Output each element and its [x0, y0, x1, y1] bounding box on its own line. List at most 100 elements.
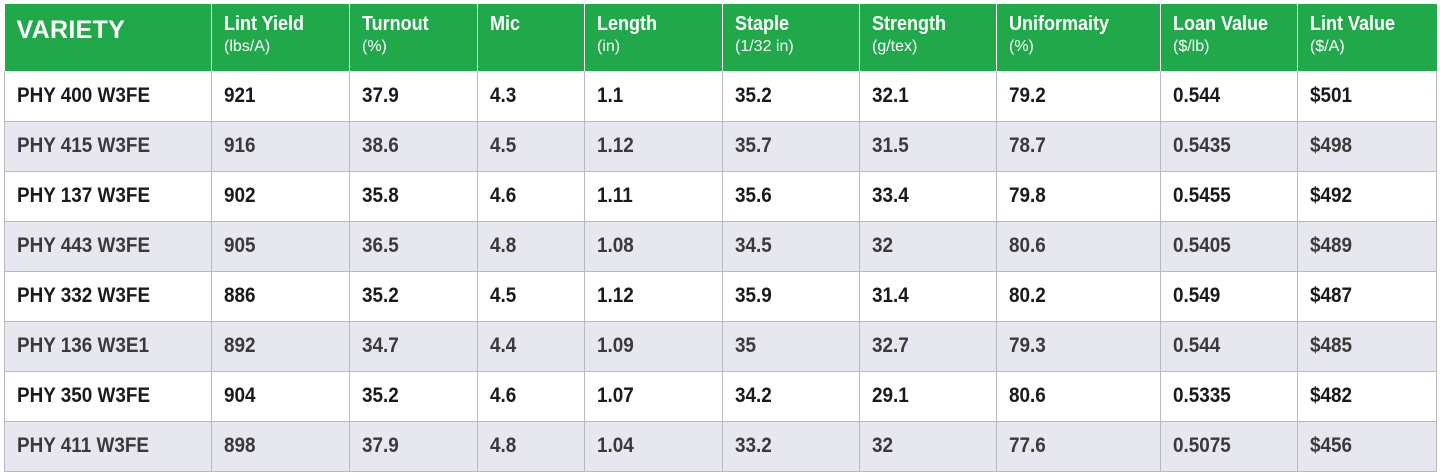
- cell-turnout: 35.8: [349, 171, 478, 222]
- table-row: PHY 443 W3FE 905 36.5 4.8 1.08 34.5 32 8…: [4, 221, 1437, 272]
- cell-text: 79.2: [1009, 83, 1046, 107]
- cell-text: 0.544: [1173, 334, 1221, 357]
- cell-text: 35.8: [362, 184, 399, 207]
- cell-text: 29.1: [872, 384, 909, 407]
- cell-length: 1.12: [584, 121, 723, 172]
- column-header-title: Strength: [872, 13, 946, 35]
- cell-uniformity: 79.3: [996, 321, 1161, 372]
- cell-length: 1.11: [584, 171, 723, 222]
- cell-lint-yield: 892: [211, 321, 350, 372]
- cell-lint-yield: 886: [211, 271, 350, 322]
- column-header-turnout: Turnout (%): [349, 4, 478, 71]
- cell-text: PHY 411 W3FE: [17, 434, 150, 457]
- cell-lint-value: $482: [1297, 371, 1437, 422]
- cell-text: 80.6: [1009, 384, 1046, 407]
- cell-text: $498: [1310, 134, 1353, 157]
- cell-text: 1.07: [597, 384, 634, 407]
- cell-mic: 4.5: [477, 271, 585, 322]
- cell-text: 78.7: [1009, 134, 1046, 157]
- cell-text: 32: [872, 234, 894, 257]
- cell-staple: 34.2: [722, 371, 860, 422]
- cell-text: 34.5: [735, 234, 772, 257]
- cell-text: 0.5075: [1173, 434, 1231, 457]
- table-row: PHY 415 W3FE 916 38.6 4.5 1.12 35.7 31.5…: [4, 121, 1437, 172]
- cell-staple: 35.9: [722, 271, 860, 322]
- cell-loan-value: 0.5075: [1160, 421, 1298, 472]
- column-header-lint-yield: Lint Yield (lbs/A): [211, 4, 350, 71]
- cell-loan-value: 0.544: [1160, 321, 1298, 372]
- column-header-title: VARIETY: [16, 16, 126, 44]
- cell-variety: PHY 136 W3E1: [4, 321, 212, 372]
- cell-text: $492: [1310, 184, 1353, 207]
- cell-text: PHY 137 W3FE: [17, 184, 151, 207]
- cell-staple: 35.2: [722, 71, 860, 122]
- cell-text: 80.2: [1009, 284, 1046, 307]
- cell-text: 1.11: [597, 184, 633, 207]
- cell-staple: 34.5: [722, 221, 860, 272]
- table-row: PHY 400 W3FE 921 37.9 4.3 1.1 35.2 32.1 …: [4, 71, 1437, 122]
- cell-lint-yield: 904: [211, 371, 350, 422]
- cell-mic: 4.6: [477, 371, 585, 422]
- cell-variety: PHY 332 W3FE: [4, 271, 212, 322]
- cell-variety: PHY 137 W3FE: [4, 171, 212, 222]
- cell-strength: 32.1: [859, 71, 997, 122]
- cell-text: 34.7: [362, 334, 399, 357]
- cell-text: 0.544: [1173, 83, 1221, 107]
- cell-text: 37.9: [362, 83, 399, 107]
- cell-text: 0.5455: [1173, 184, 1231, 207]
- cell-text: 4.5: [490, 134, 517, 157]
- cell-text: $489: [1310, 234, 1353, 257]
- cell-text: $456: [1310, 434, 1353, 457]
- cell-length: 1.08: [584, 221, 723, 272]
- cell-uniformity: 80.2: [996, 271, 1161, 322]
- cell-uniformity: 77.6: [996, 421, 1161, 472]
- cell-text: $487: [1310, 284, 1353, 307]
- cell-text: 79.3: [1009, 334, 1046, 357]
- cell-text: PHY 415 W3FE: [17, 134, 151, 157]
- cell-variety: PHY 400 W3FE: [4, 71, 212, 122]
- cell-text: 4.3: [490, 83, 517, 107]
- cell-text: 38.6: [362, 134, 399, 157]
- cell-text: 35: [735, 334, 757, 357]
- cell-variety: PHY 415 W3FE: [4, 121, 212, 172]
- cell-turnout: 34.7: [349, 321, 478, 372]
- cell-uniformity: 79.8: [996, 171, 1161, 222]
- cell-text: 0.5405: [1173, 234, 1231, 257]
- cell-text: PHY 443 W3FE: [17, 234, 151, 257]
- cell-text: 1.12: [597, 134, 634, 157]
- column-header-title: Staple: [735, 13, 790, 35]
- column-header-title: Mic: [490, 13, 521, 35]
- cell-lint-value: $489: [1297, 221, 1437, 272]
- cell-text: 904: [224, 384, 256, 407]
- cell-text: 1.04: [597, 434, 634, 457]
- cell-loan-value: 0.5405: [1160, 221, 1298, 272]
- cell-text: 1.08: [597, 234, 634, 257]
- cell-text: 32.7: [872, 334, 909, 357]
- cell-variety: PHY 443 W3FE: [4, 221, 212, 272]
- cell-text: 4.4: [490, 334, 517, 357]
- column-header-staple: Staple (1/32 in): [722, 4, 860, 71]
- cell-turnout: 36.5: [349, 221, 478, 272]
- cell-turnout: 35.2: [349, 271, 478, 322]
- cell-text: 921: [224, 83, 256, 107]
- cell-lint-yield: 905: [211, 221, 350, 272]
- cell-strength: 32: [859, 221, 997, 272]
- cell-text: 35.7: [735, 134, 772, 157]
- cell-text: 4.6: [490, 384, 517, 407]
- cell-text: 892: [224, 334, 256, 357]
- column-header-unit: (%): [362, 38, 387, 55]
- cell-text: 898: [224, 434, 256, 457]
- cell-lint-value: $498: [1297, 121, 1437, 172]
- cell-lint-yield: 898: [211, 421, 350, 472]
- cell-strength: 29.1: [859, 371, 997, 422]
- cell-lint-yield: 921: [211, 71, 350, 122]
- cell-text: 1.1: [597, 83, 624, 107]
- cell-text: 35.2: [362, 384, 399, 407]
- cell-text: 1.09: [597, 334, 634, 357]
- cell-length: 1.1: [584, 71, 723, 122]
- cell-variety: PHY 411 W3FE: [4, 421, 212, 472]
- cell-text: 80.6: [1009, 234, 1046, 257]
- column-header-variety: VARIETY: [4, 4, 212, 71]
- cell-uniformity: 80.6: [996, 221, 1161, 272]
- cell-staple: 35: [722, 321, 860, 372]
